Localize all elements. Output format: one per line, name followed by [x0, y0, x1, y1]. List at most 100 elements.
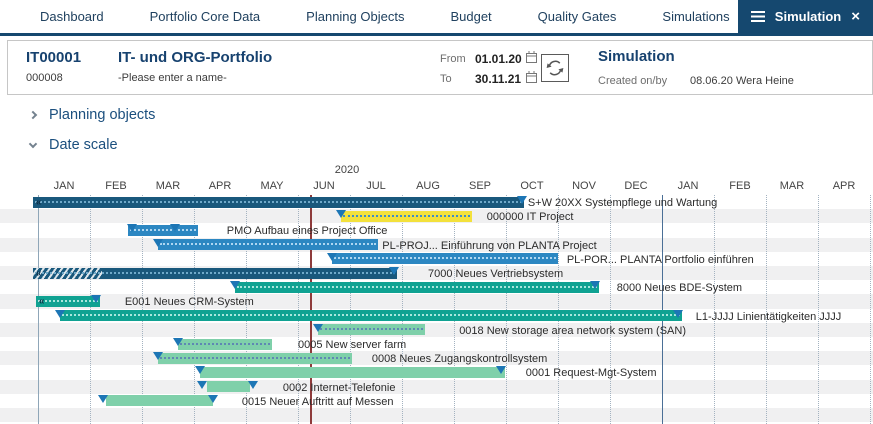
gantt-row-stripe	[0, 337, 873, 352]
hamburger-icon[interactable]	[750, 11, 765, 22]
bar-dot-pattern	[319, 328, 423, 331]
gantt-row-stripe	[0, 223, 873, 238]
milestone-marker[interactable]	[208, 394, 219, 403]
gantt-bar[interactable]	[317, 324, 425, 336]
gantt-bar-label: 0018 New storage area network system (SA…	[459, 324, 687, 337]
month-label: MAY	[260, 180, 284, 192]
to-label: To	[440, 73, 452, 85]
gantt-bar[interactable]	[127, 224, 199, 236]
tab-simulation-label: Simulation	[774, 9, 842, 24]
gantt-bar-label: 0001 Request-Mgt-System	[525, 367, 657, 380]
gantt-row-stripe	[0, 322, 873, 337]
month-label: DEC	[624, 180, 648, 192]
milestone-marker[interactable]	[169, 224, 180, 233]
milestone-marker[interactable]	[127, 224, 138, 233]
month-gridline	[818, 195, 819, 424]
milestone-marker[interactable]	[91, 295, 102, 304]
nav-items: Dashboard Portfolio Core Data Planning Obj…	[0, 0, 730, 33]
month-gridline	[870, 195, 871, 424]
gantt-bar-label: 000000 IT Project	[486, 211, 574, 224]
month-gridline	[766, 195, 767, 424]
bar-dot-pattern	[343, 214, 471, 217]
milestone-marker[interactable]	[98, 394, 108, 403]
month-label: MAR	[155, 180, 181, 192]
month-gridline	[610, 195, 611, 424]
gantt-row-stripe	[0, 393, 873, 408]
bar-dot-pattern	[129, 228, 197, 231]
month-gridline	[402, 195, 403, 424]
gantt-bar[interactable]: «	[32, 267, 397, 279]
to-date-field[interactable]: 30.11.21	[475, 72, 522, 86]
gantt-bar[interactable]	[207, 381, 251, 393]
gantt-bar-label: E001 Neues CRM-System	[124, 296, 254, 309]
chevron-down-icon	[28, 139, 38, 148]
month-label: APR	[832, 180, 856, 192]
gantt-bar[interactable]: «	[32, 196, 525, 208]
gantt-bar[interactable]: «	[35, 295, 100, 307]
milestone-marker[interactable]	[495, 366, 506, 375]
close-icon[interactable]: ×	[851, 8, 860, 25]
milestone-marker[interactable]	[590, 281, 601, 290]
gantt-bar[interactable]	[106, 395, 214, 407]
section-date-scale-label: Date scale	[49, 137, 118, 153]
milestone-marker[interactable]	[326, 252, 337, 261]
portfolio-title: IT- und ORG-Portfolio	[118, 49, 273, 66]
milestone-marker[interactable]	[153, 352, 164, 361]
gantt-bar[interactable]	[158, 352, 353, 364]
gantt-row-stripe	[0, 379, 873, 394]
gantt-bar[interactable]	[341, 210, 473, 222]
gantt-bar[interactable]	[158, 239, 379, 251]
gantt-bar-label: PL-POR... PLANTA Portfolio einführen	[566, 253, 754, 266]
gantt-bar[interactable]	[235, 281, 600, 293]
month-label: AUG	[416, 180, 440, 192]
continues-left-icon: «	[35, 196, 41, 208]
bar-dot-pattern	[37, 299, 98, 302]
gantt-bar[interactable]	[200, 366, 505, 378]
gantt-bar[interactable]	[331, 253, 558, 265]
section-planning-objects[interactable]: Planning objects	[28, 107, 155, 123]
month-gridline	[454, 195, 455, 424]
created-by: Wera Heine	[736, 75, 794, 87]
milestone-marker[interactable]	[196, 380, 207, 389]
month-label: OCT	[520, 180, 544, 192]
month-label: SEP	[468, 180, 491, 192]
milestone-marker[interactable]	[153, 238, 164, 247]
bar-dot-pattern	[34, 271, 395, 274]
month-gridline	[714, 195, 715, 424]
section-date-scale[interactable]: Date scale	[28, 137, 118, 153]
nav-item-planning-objects[interactable]: Planning Objects	[306, 9, 405, 24]
milestone-marker[interactable]	[516, 196, 527, 204]
milestone-marker[interactable]	[172, 338, 183, 346]
gantt-row-stripe	[0, 408, 873, 423]
calendar-icon[interactable]	[525, 70, 538, 84]
nav-item-quality-gates[interactable]: Quality Gates	[537, 9, 617, 24]
bar-dot-pattern	[34, 200, 523, 203]
milestone-marker[interactable]	[336, 210, 347, 219]
refresh-button[interactable]	[541, 54, 569, 82]
milestone-marker[interactable]	[195, 366, 206, 375]
milestone-marker[interactable]	[672, 309, 683, 318]
from-label: From	[440, 53, 466, 65]
continues-left-icon: «	[38, 295, 44, 307]
gantt-bar[interactable]	[59, 310, 682, 322]
milestone-marker[interactable]	[389, 267, 400, 275]
milestone-marker[interactable]	[247, 380, 258, 389]
nav-item-simulations[interactable]: Simulations	[662, 9, 730, 24]
milestone-marker[interactable]	[312, 323, 323, 332]
current-date-line	[309, 195, 312, 424]
from-date-field[interactable]: 01.01.20	[475, 52, 522, 66]
tab-simulation[interactable]: Simulation ×	[737, 0, 873, 33]
nav-item-portfolio-core-data[interactable]: Portfolio Core Data	[149, 9, 261, 24]
calendar-icon[interactable]	[525, 50, 538, 64]
month-label: MAR	[779, 180, 805, 192]
milestone-marker[interactable]	[54, 309, 65, 318]
nav-item-budget[interactable]: Budget	[450, 9, 492, 24]
portfolio-name-field[interactable]: -Please enter a name-	[118, 72, 227, 84]
gantt-bar-label: PMO Aufbau eines Project Office	[226, 225, 388, 238]
milestone-marker[interactable]	[230, 281, 241, 290]
nav-item-dashboard[interactable]: Dashboard	[40, 9, 104, 24]
gantt-bar[interactable]	[177, 338, 272, 350]
gantt-bar-label: 0005 New server farm	[298, 339, 407, 351]
created-date: 08.06.20	[690, 75, 733, 87]
month-gridline	[90, 195, 91, 424]
